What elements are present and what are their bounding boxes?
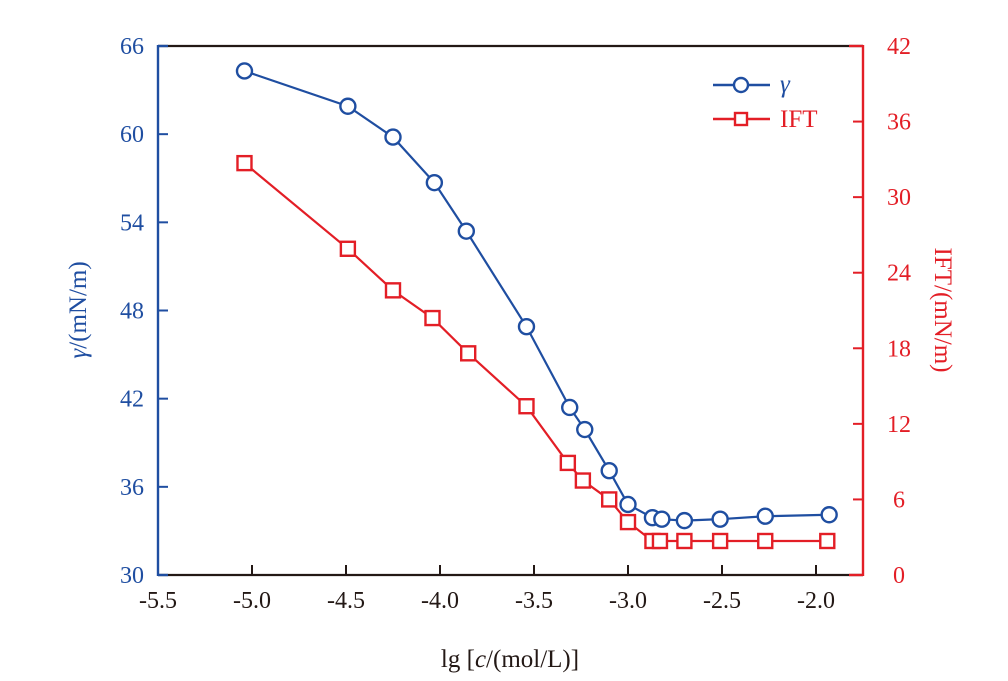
x-axis: -5.5 -5.0 -4.5 -4.0 -3.5 -3.0 -2.5 -2.0 xyxy=(139,565,863,614)
data-point xyxy=(339,97,357,115)
y-right-tick-label: 42 xyxy=(887,34,911,60)
data-point xyxy=(236,154,253,172)
data-point xyxy=(619,513,637,531)
x-tick-label: -5.5 xyxy=(139,588,177,614)
y-left-tick-label: 42 xyxy=(120,387,144,413)
x-tick-label: -4.0 xyxy=(421,588,459,614)
y-left-tick-label: 36 xyxy=(120,475,144,501)
x-axis-title: lg [c/(mol/L)] xyxy=(441,646,579,673)
data-point xyxy=(561,398,579,417)
y-left-tick-label: 54 xyxy=(120,210,144,236)
data-point xyxy=(600,461,618,480)
y-left-tick-label: 30 xyxy=(120,563,144,589)
data-point xyxy=(619,495,637,514)
legend-item-ift: IFT xyxy=(713,106,818,133)
data-point xyxy=(339,240,357,257)
data-point xyxy=(517,317,536,336)
x-tick-label: -2.0 xyxy=(797,588,835,614)
legend-marker-circle xyxy=(732,76,750,94)
data-point xyxy=(460,345,477,362)
data-point xyxy=(819,532,836,550)
y-right-tick-label: 0 xyxy=(893,563,905,589)
data-point xyxy=(559,454,577,472)
data-point xyxy=(711,532,729,550)
series-gamma xyxy=(235,62,838,530)
legend-label-gamma: γ xyxy=(780,71,791,98)
data-point xyxy=(756,507,774,525)
data-point xyxy=(757,532,774,550)
y-left-tick-label: 60 xyxy=(120,122,144,148)
data-point xyxy=(518,398,535,415)
y-right-tick-label: 6 xyxy=(893,487,905,513)
legend-item-gamma: γ xyxy=(713,71,791,98)
y-right-tick-label: 36 xyxy=(887,110,911,136)
data-point xyxy=(457,222,476,240)
data-point xyxy=(651,532,669,550)
y-left-tick-label: 48 xyxy=(120,299,144,325)
legend-marker-square xyxy=(733,111,749,127)
x-tick-label: -3.0 xyxy=(609,588,647,614)
data-point xyxy=(576,420,594,439)
data-point xyxy=(601,491,618,508)
y-axis-right-title: IFT/(mN/m) xyxy=(929,248,956,373)
y-right-tick-label: 18 xyxy=(887,336,911,362)
series-line xyxy=(244,69,830,522)
x-tick-label: -5.0 xyxy=(233,588,271,614)
y-axis-left-title: γ/(mN/m) xyxy=(65,261,92,358)
y-axis-right: 0 6 12 18 24 30 36 42 xyxy=(849,34,911,589)
legend: γ IFT xyxy=(713,71,818,133)
data-point xyxy=(653,510,671,528)
data-point xyxy=(424,309,441,327)
y-left-tick-label: 66 xyxy=(120,34,144,60)
data-point xyxy=(675,511,694,530)
series-layer xyxy=(235,62,838,550)
series-ift xyxy=(236,154,836,550)
x-tick-label: -3.5 xyxy=(515,588,553,614)
data-point xyxy=(384,282,402,299)
y-right-tick-label: 24 xyxy=(887,261,911,287)
y-axis-left: 30 36 42 48 54 60 66 xyxy=(120,34,168,589)
data-point xyxy=(676,532,693,550)
x-tick-label: -4.5 xyxy=(327,588,365,614)
y-right-tick-label: 30 xyxy=(887,185,911,211)
series-line xyxy=(243,162,828,543)
y-right-tick-label: 12 xyxy=(887,412,911,438)
data-point xyxy=(574,472,592,489)
data-point xyxy=(820,506,838,524)
data-point xyxy=(425,173,444,192)
data-point xyxy=(235,62,254,80)
data-point xyxy=(384,128,402,146)
legend-label-ift: IFT xyxy=(780,106,818,133)
data-point xyxy=(711,510,729,528)
x-tick-label: -2.5 xyxy=(703,588,741,614)
